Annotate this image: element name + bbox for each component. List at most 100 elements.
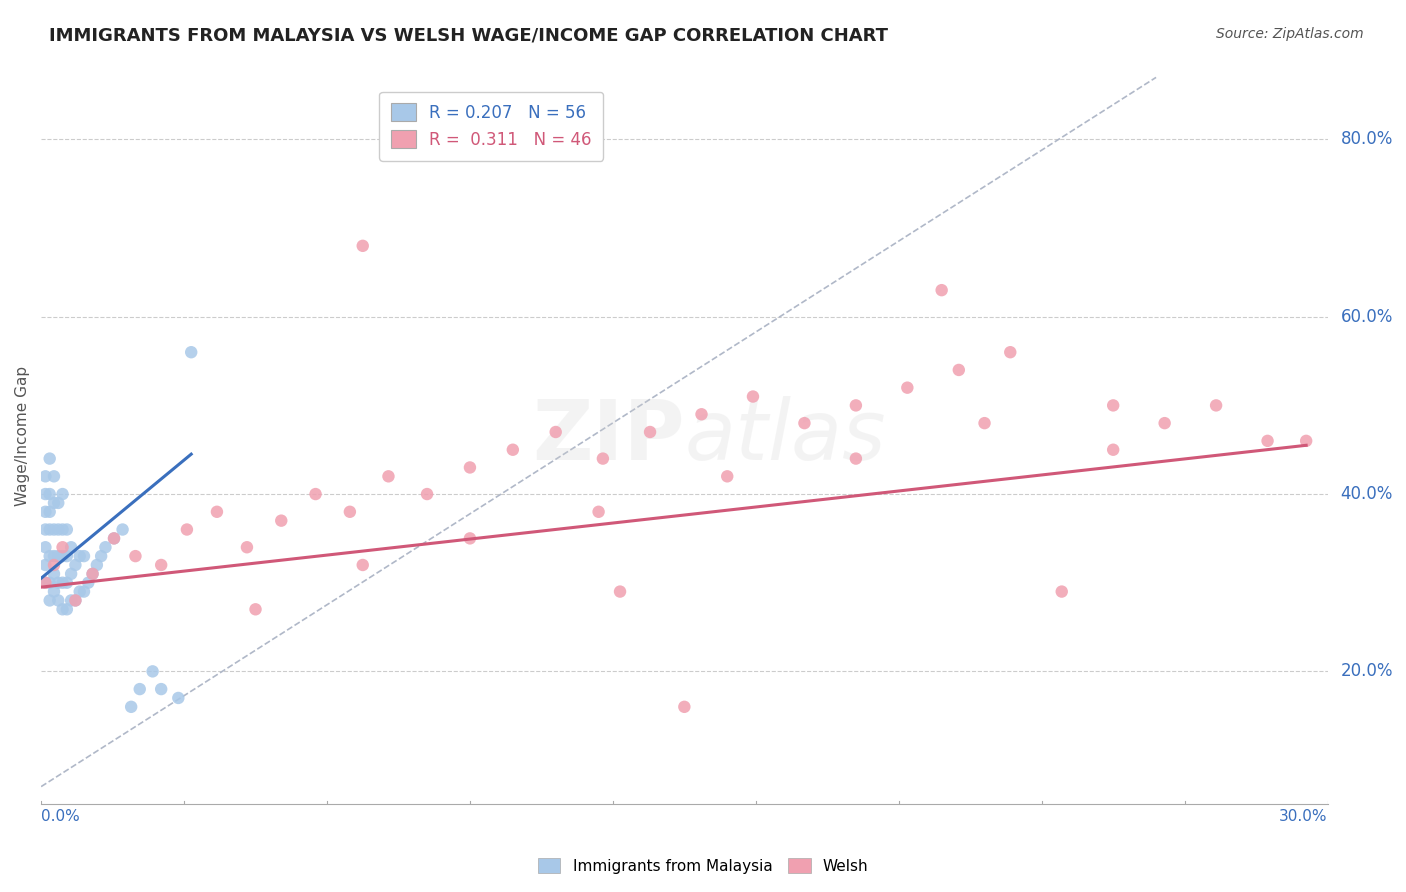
Point [1295,434,1317,448]
Point [142,665,165,679]
Point [46,496,69,510]
Point [60,541,83,555]
Point [46,593,69,607]
Legend: R = 0.207   N = 56, R =  0.311   N = 46: R = 0.207 N = 56, R = 0.311 N = 46 [380,92,603,161]
Point [46,549,69,563]
Point [742,390,765,404]
Text: 30.0%: 30.0% [1279,809,1327,824]
Point [167,690,190,705]
Point [51,602,73,616]
Point [1102,398,1125,412]
Text: 40.0%: 40.0% [1340,485,1393,503]
Text: 60.0%: 60.0% [1340,308,1393,326]
Point [56,549,79,563]
Point [673,699,696,714]
Point [1000,345,1022,359]
Point [690,407,713,421]
Point [46,523,69,537]
Text: 0.0%: 0.0% [41,809,80,824]
Point [42,549,65,563]
Point [150,682,173,697]
Point [82,566,104,581]
Point [1153,416,1175,430]
Point [103,532,125,546]
Point [42,558,65,572]
Legend: Immigrants from Malaysia, Welsh: Immigrants from Malaysia, Welsh [531,852,875,880]
Point [60,593,83,607]
Point [34,558,56,572]
Point [38,593,60,607]
Point [46,575,69,590]
Point [716,469,738,483]
Point [65,593,87,607]
Point [592,451,614,466]
Point [51,549,73,563]
Point [86,558,108,572]
Point [94,541,117,555]
Point [973,416,995,430]
Point [38,549,60,563]
Point [845,451,868,466]
Point [34,469,56,483]
Point [73,549,96,563]
Point [34,505,56,519]
Point [352,558,374,572]
Point [502,442,524,457]
Point [51,541,73,555]
Point [38,487,60,501]
Y-axis label: Wage/Income Gap: Wage/Income Gap [15,367,30,507]
Point [270,514,292,528]
Point [65,558,87,572]
Point [65,593,87,607]
Point [1050,584,1073,599]
Point [245,602,267,616]
Point [352,239,374,253]
Point [56,523,79,537]
Point [34,541,56,555]
Point [56,575,79,590]
Point [38,523,60,537]
Point [90,549,112,563]
Point [77,575,100,590]
Point [82,566,104,581]
Point [42,496,65,510]
Point [56,602,79,616]
Point [458,460,481,475]
Point [51,487,73,501]
Point [180,345,202,359]
Point [793,416,815,430]
Point [638,425,661,439]
Point [60,566,83,581]
Point [416,487,439,501]
Point [176,523,198,537]
Text: 20.0%: 20.0% [1340,663,1393,681]
Point [948,363,970,377]
Point [34,487,56,501]
Point [73,584,96,599]
Point [69,584,91,599]
Point [609,584,631,599]
Point [128,682,150,697]
Point [124,549,146,563]
Point [42,584,65,599]
Point [304,487,326,501]
Point [51,575,73,590]
Point [1257,434,1279,448]
Point [458,532,481,546]
Point [38,505,60,519]
Point [51,523,73,537]
Point [205,505,228,519]
Point [845,398,868,412]
Point [236,541,259,555]
Text: IMMIGRANTS FROM MALAYSIA VS WELSH WAGE/INCOME GAP CORRELATION CHART: IMMIGRANTS FROM MALAYSIA VS WELSH WAGE/I… [49,27,889,45]
Point [34,575,56,590]
Point [377,469,399,483]
Point [38,451,60,466]
Text: 80.0%: 80.0% [1340,130,1393,148]
Point [42,566,65,581]
Point [931,283,953,297]
Point [34,575,56,590]
Point [69,549,91,563]
Point [111,523,134,537]
Point [588,505,610,519]
